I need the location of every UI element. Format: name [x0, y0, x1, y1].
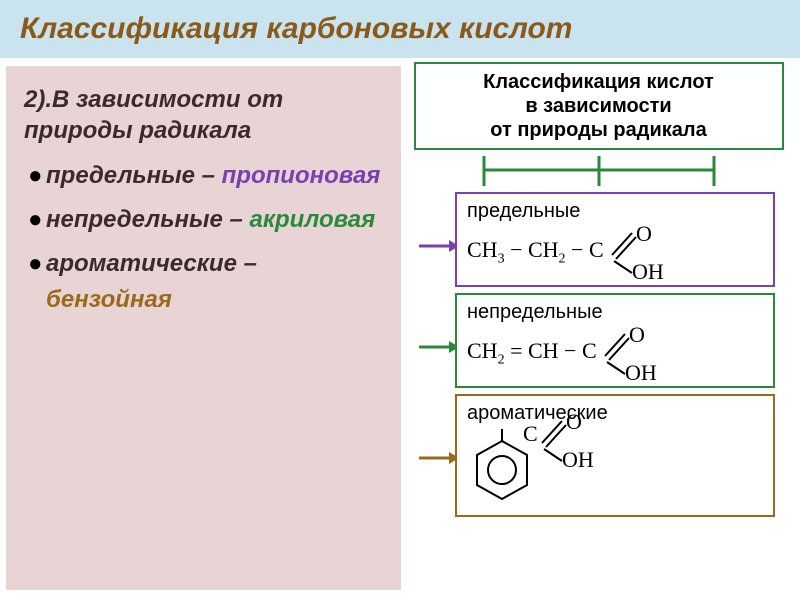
list-item: ароматические – бензойная [28, 246, 383, 318]
category-box-saturated: предельные CH3 − CH2 − C O OH [455, 192, 775, 287]
carboxyl-group-icon: O OH [601, 326, 665, 380]
category-box-unsaturated: непредельные CH2 = CH − C O OH [455, 293, 775, 388]
term-example: акриловая [250, 206, 376, 233]
formula-chain: CH2 = CH − C [467, 338, 597, 368]
slide-title-text: Классификация карбоновых кислот [20, 12, 572, 45]
arrow-icon [419, 236, 459, 256]
chemical-formula: CH3 − CH2 − C O OH [467, 225, 763, 279]
term-example: бензойная [46, 286, 172, 313]
diagram-connector [414, 158, 784, 192]
diagram-title-line: Классификация кислот [426, 70, 772, 94]
term-label: ароматические – [46, 250, 257, 277]
term-label: предельные – [46, 162, 215, 189]
term-example: пропионовая [222, 162, 381, 189]
svg-text:O: O [636, 225, 652, 246]
carbon-label: C [523, 421, 538, 447]
chemical-formula: C O OH [467, 427, 763, 509]
left-text-panel: 2).В зависимости от природы радикала пре… [6, 66, 401, 590]
diagram-panel: Классификация кислот в зависимости от пр… [401, 58, 800, 598]
diagram-title-line: в зависимости [426, 94, 772, 118]
examples-list: предельные – пропионовая непредельные – … [24, 158, 383, 318]
category-label: непредельные [467, 301, 763, 324]
svg-text:O: O [566, 413, 582, 434]
list-item: непредельные – акриловая [28, 202, 383, 238]
category-label: предельные [467, 200, 763, 223]
left-subheading: 2).В зависимости от природы радикала [24, 84, 383, 146]
slide-title: Классификация карбоновых кислот [0, 0, 800, 58]
svg-text:OH: OH [632, 259, 664, 279]
category-label: ароматические [467, 402, 763, 425]
list-item: предельные – пропионовая [28, 158, 383, 194]
category-box-aromatic: ароматические C O OH [455, 394, 775, 517]
diagram-title-line: от природы радикала [426, 118, 772, 142]
formula-chain: CH3 − CH2 − C [467, 237, 604, 267]
chemical-formula: CH2 = CH − C O OH [467, 326, 763, 380]
svg-text:O: O [629, 326, 645, 347]
diagram-title: Классификация кислот в зависимости от пр… [414, 62, 784, 150]
carboxyl-group-icon: O OH [538, 413, 602, 467]
carboxyl-group-icon: O OH [608, 225, 672, 279]
svg-text:OH: OH [625, 360, 657, 380]
arrow-icon [419, 448, 459, 468]
main-content: 2).В зависимости от природы радикала пре… [0, 58, 800, 598]
term-label: непредельные – [46, 206, 243, 233]
svg-text:OH: OH [562, 447, 594, 467]
arrow-icon [419, 337, 459, 357]
